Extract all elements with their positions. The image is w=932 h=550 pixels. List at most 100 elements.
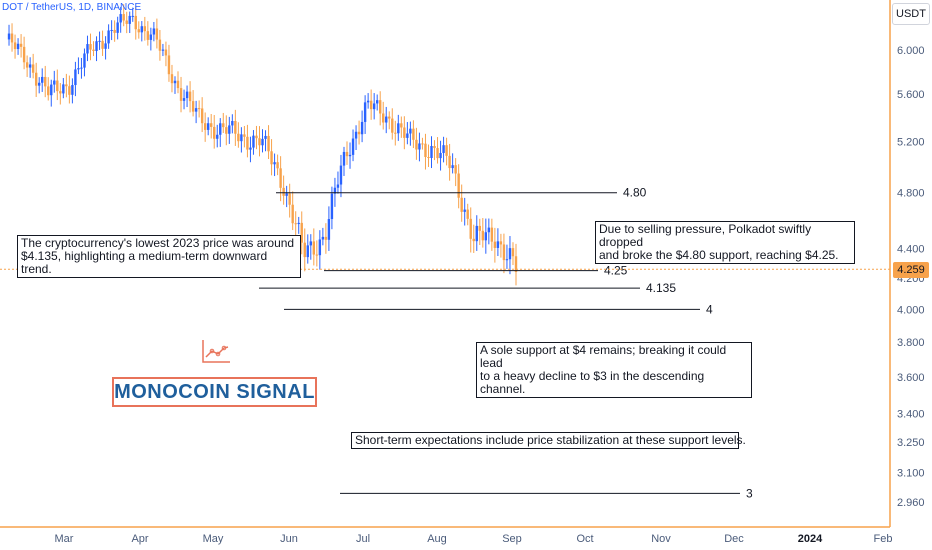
candle-body bbox=[273, 162, 276, 165]
y-tick-label: 4.800 bbox=[897, 188, 925, 200]
level-label: 4.25 bbox=[604, 264, 628, 278]
candle-body bbox=[379, 100, 382, 114]
candle-body bbox=[22, 46, 26, 63]
candle-body bbox=[119, 14, 122, 23]
candle-body bbox=[463, 209, 466, 212]
candle-body bbox=[225, 127, 228, 134]
candle-body bbox=[125, 20, 128, 24]
candle-body bbox=[391, 118, 394, 133]
x-tick-label: 2024 bbox=[798, 533, 823, 545]
candle-body bbox=[270, 151, 273, 165]
candle-body bbox=[354, 131, 358, 139]
candlestick-series bbox=[7, 4, 518, 286]
candle-body bbox=[454, 165, 457, 174]
candle-body bbox=[382, 113, 385, 123]
candle-body bbox=[363, 102, 367, 122]
candle-body bbox=[122, 14, 125, 21]
level-label: 4.80 bbox=[623, 186, 647, 200]
annotation-sole-support: A sole support at $4 remains; breaking i… bbox=[476, 342, 752, 398]
candle-body bbox=[185, 91, 189, 99]
candle-body bbox=[255, 135, 258, 139]
y-tick-label: 2.960 bbox=[897, 497, 925, 509]
candle-body bbox=[74, 69, 77, 86]
x-tick-label: Oct bbox=[576, 533, 593, 545]
candle-body bbox=[37, 82, 41, 86]
x-tick-label: May bbox=[203, 533, 224, 545]
candle-body bbox=[164, 49, 168, 56]
candle-body bbox=[19, 43, 23, 47]
candle-body bbox=[86, 44, 89, 54]
candle-body bbox=[312, 241, 316, 255]
candle-body bbox=[41, 76, 44, 83]
symbol-title[interactable]: DOT / TetherUS, 1D, BINANCE bbox=[2, 2, 142, 13]
candle-body bbox=[487, 227, 491, 233]
candle-body bbox=[210, 123, 213, 127]
candle-body bbox=[267, 135, 270, 152]
candle-body bbox=[194, 108, 198, 112]
candle-body bbox=[424, 143, 427, 157]
candle-body bbox=[360, 121, 364, 135]
candle-body bbox=[28, 64, 32, 68]
candle-body bbox=[243, 134, 246, 137]
candle-body bbox=[140, 26, 143, 33]
candle-body bbox=[481, 230, 485, 241]
candle-body bbox=[200, 108, 204, 124]
candle-body bbox=[161, 49, 165, 51]
level-label: 4.135 bbox=[646, 281, 676, 295]
y-tick-label: 5.200 bbox=[897, 137, 925, 149]
candle-body bbox=[110, 29, 113, 31]
candle-body bbox=[339, 165, 343, 185]
candle-body bbox=[457, 173, 460, 198]
annotation-selling-pressure: Due to selling pressure, Polkadot swiftl… bbox=[595, 221, 855, 264]
candle-body bbox=[400, 123, 403, 128]
line-chart-icon bbox=[202, 340, 230, 363]
candle-body bbox=[62, 84, 65, 94]
candle-body bbox=[237, 133, 240, 142]
y-tick-label: 3.400 bbox=[897, 408, 925, 420]
candle-body bbox=[288, 193, 291, 205]
candle-body bbox=[219, 123, 222, 135]
candle-body bbox=[394, 132, 397, 134]
candle-body bbox=[442, 145, 445, 153]
candle-body bbox=[89, 44, 92, 50]
candle-body bbox=[176, 80, 180, 89]
candle-body bbox=[137, 29, 140, 33]
candle-body bbox=[134, 15, 137, 30]
candle-body bbox=[445, 145, 448, 156]
last-price-tag: 4.259 bbox=[893, 262, 929, 278]
candle-body bbox=[116, 22, 119, 33]
candle-body bbox=[98, 40, 101, 42]
candle-body bbox=[282, 187, 285, 196]
candle-body bbox=[240, 134, 243, 142]
y-tick-label: 5.600 bbox=[897, 89, 925, 101]
candle-body bbox=[345, 151, 349, 157]
candle-body bbox=[439, 152, 442, 159]
candle-body bbox=[327, 219, 331, 240]
candle-body bbox=[403, 127, 406, 138]
currency-label[interactable]: USDT bbox=[892, 3, 930, 25]
x-tick-label: Mar bbox=[55, 533, 74, 545]
candle-body bbox=[68, 86, 71, 95]
candle-body bbox=[56, 80, 59, 92]
candle-body bbox=[297, 222, 300, 225]
candle-body bbox=[493, 241, 497, 248]
candle-body bbox=[246, 136, 249, 150]
brand-logo-text: MONOCOIN SIGNAL bbox=[112, 377, 317, 407]
candle-body bbox=[158, 39, 162, 51]
candle-body bbox=[375, 100, 379, 104]
candle-body bbox=[385, 116, 388, 123]
candle-body bbox=[101, 40, 104, 49]
candle-body bbox=[366, 100, 370, 103]
candle-body bbox=[59, 91, 62, 94]
candle-body bbox=[496, 241, 500, 248]
y-tick-label: 4.400 bbox=[897, 243, 925, 255]
candle-body bbox=[505, 259, 509, 261]
candle-body bbox=[83, 53, 86, 68]
candle-body bbox=[128, 15, 131, 24]
x-tick-label: Aug bbox=[427, 533, 447, 545]
candle-body bbox=[336, 184, 340, 188]
y-tick-label: 4.000 bbox=[897, 304, 925, 316]
candle-body bbox=[418, 143, 421, 150]
candle-body bbox=[71, 85, 74, 95]
